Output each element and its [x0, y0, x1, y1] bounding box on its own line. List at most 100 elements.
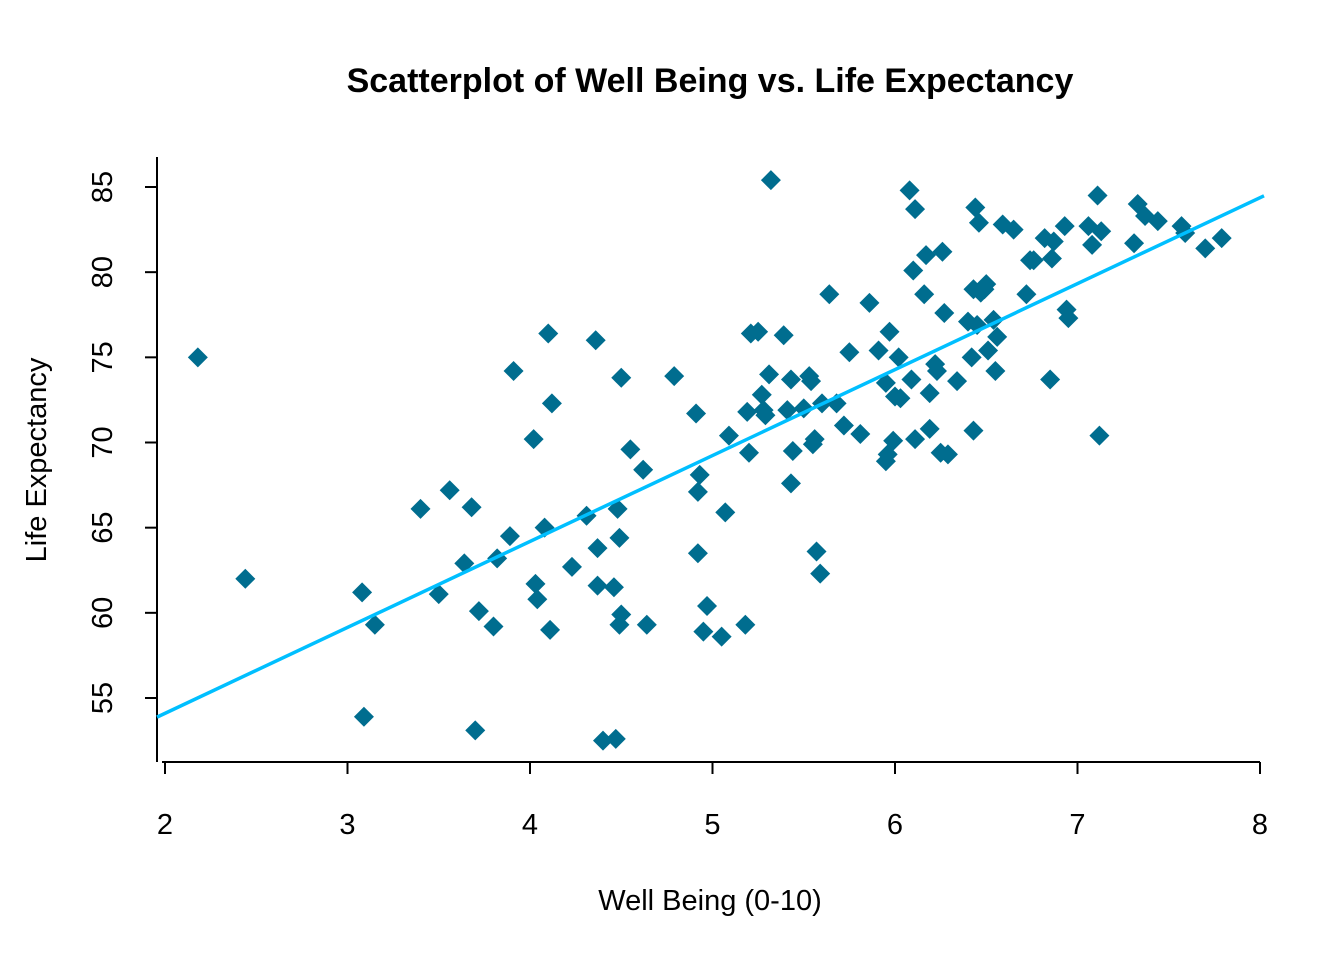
- data-point: [888, 347, 909, 368]
- data-point: [806, 541, 827, 562]
- data-point: [901, 369, 922, 390]
- data-point: [735, 614, 756, 635]
- data-point: [751, 384, 772, 405]
- data-point: [1040, 369, 1061, 390]
- data-point: [1003, 219, 1024, 240]
- data-point: [976, 274, 997, 295]
- x-tick-label: 7: [1069, 809, 1085, 841]
- data-point: [541, 393, 562, 414]
- data-point: [715, 502, 736, 523]
- data-point: [468, 601, 489, 622]
- data-point: [801, 371, 822, 392]
- y-tick-label: 70: [87, 426, 119, 458]
- data-point: [760, 170, 781, 191]
- data-point: [1195, 238, 1216, 259]
- data-point: [905, 429, 926, 450]
- data-point: [1054, 216, 1075, 237]
- data-point: [839, 342, 860, 363]
- y-tick-label: 55: [87, 682, 119, 714]
- y-tick-label: 85: [87, 171, 119, 203]
- data-point: [465, 720, 486, 741]
- data-point: [919, 383, 940, 404]
- data-point: [1211, 228, 1232, 249]
- data-point: [428, 584, 449, 605]
- data-point: [1041, 248, 1062, 269]
- data-point: [890, 388, 911, 409]
- data-point: [1082, 234, 1103, 255]
- data-point: [916, 245, 937, 266]
- data-point: [540, 619, 561, 640]
- data-point: [883, 430, 904, 451]
- data-point: [561, 556, 582, 577]
- data-point: [879, 321, 900, 342]
- data-point: [686, 403, 707, 424]
- data-point: [461, 497, 482, 518]
- x-tick-label: 4: [522, 809, 538, 841]
- data-point: [987, 326, 1008, 347]
- data-point: [968, 212, 989, 233]
- data-points: [187, 170, 1232, 751]
- data-point: [664, 366, 685, 387]
- data-point: [593, 730, 613, 751]
- data-point: [934, 303, 955, 324]
- data-point: [605, 728, 626, 749]
- x-tick-label: 6: [887, 809, 903, 841]
- data-point: [868, 340, 889, 361]
- data-point: [687, 543, 708, 564]
- data-point: [527, 589, 548, 610]
- data-point: [1091, 221, 1112, 242]
- data-point: [819, 284, 840, 305]
- data-point: [499, 526, 520, 547]
- data-point: [585, 330, 606, 351]
- data-point: [1087, 185, 1108, 206]
- data-point: [755, 405, 776, 426]
- data-point: [1058, 308, 1079, 329]
- data-point: [810, 563, 831, 584]
- data-point: [603, 577, 624, 598]
- data-point: [780, 369, 801, 390]
- y-axis-label: Life Expectancy: [21, 357, 53, 562]
- chart-title: Scatterplot of Well Being vs. Life Expec…: [347, 62, 1074, 100]
- x-axis-label: Well Being (0-10): [598, 885, 822, 917]
- data-point: [1043, 231, 1064, 252]
- data-point: [538, 323, 559, 344]
- data-point: [1023, 250, 1044, 271]
- data-point: [985, 360, 1006, 381]
- data-point: [611, 604, 632, 625]
- data-point: [609, 527, 630, 548]
- data-point: [689, 464, 710, 485]
- data-point: [633, 459, 654, 480]
- data-point: [963, 420, 984, 441]
- y-tick-label: 80: [87, 256, 119, 288]
- data-point: [782, 441, 803, 462]
- data-point: [748, 321, 769, 342]
- data-point: [850, 423, 871, 444]
- y-axis-ticks: 55 60 65 70 75 80 85: [87, 171, 157, 714]
- data-point: [932, 241, 953, 262]
- data-point: [919, 418, 940, 439]
- data-point: [352, 582, 373, 603]
- data-point: [697, 596, 718, 617]
- data-point: [410, 498, 431, 519]
- data-point: [587, 538, 608, 559]
- data-point: [587, 575, 608, 596]
- data-point: [523, 429, 544, 450]
- data-point: [483, 616, 504, 637]
- data-point: [620, 439, 641, 460]
- data-point: [905, 199, 926, 220]
- x-tick-label: 5: [704, 809, 720, 841]
- data-point: [978, 340, 999, 361]
- data-point: [187, 347, 208, 368]
- data-point: [780, 473, 801, 494]
- x-tick-label: 3: [339, 809, 355, 841]
- data-point: [759, 364, 780, 385]
- data-point: [718, 425, 739, 446]
- x-tick-label: 2: [157, 809, 173, 841]
- data-point: [899, 180, 920, 201]
- data-point: [525, 573, 546, 594]
- data-point: [903, 260, 924, 281]
- data-point: [611, 367, 632, 388]
- data-point: [1124, 233, 1145, 254]
- data-point: [1089, 425, 1110, 446]
